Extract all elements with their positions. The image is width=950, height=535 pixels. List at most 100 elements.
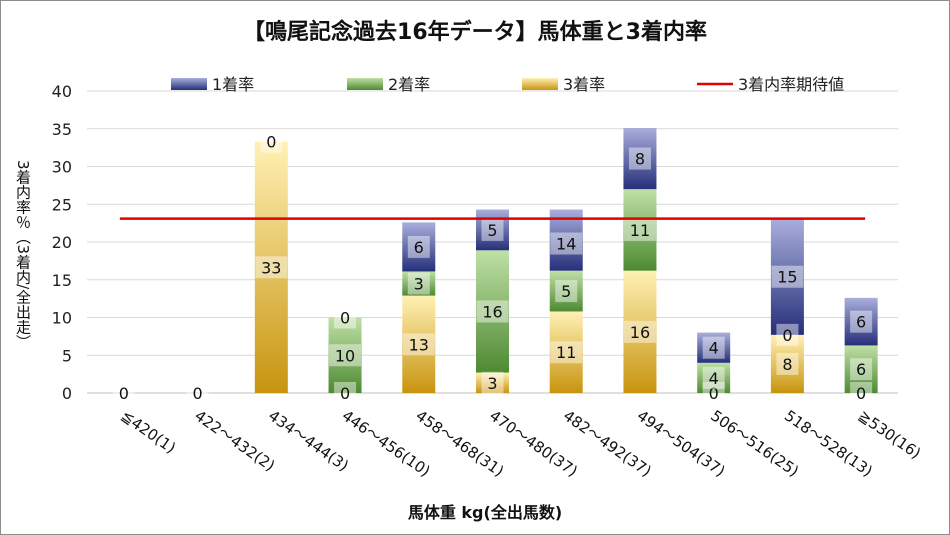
data-label-bg [702,366,725,389]
data-label: 13 [409,335,429,354]
bar-segment [476,250,509,373]
y-tick-label: 20 [52,233,72,252]
data-label-bg [407,235,430,258]
legend-label: 3着率 [563,75,605,94]
data-label-bg [334,306,357,329]
bar-segment [549,270,583,312]
data-label: 16 [630,323,650,342]
bars [254,127,878,393]
bar-segment [476,209,509,251]
data-label: 3 [487,374,497,393]
data-label-bg [555,280,578,303]
data-label: 0 [782,326,792,345]
bar-segment [402,222,436,272]
data-label: 11 [630,221,650,240]
data-label-bg [260,130,283,153]
y-tick-label: 40 [52,82,72,101]
data-label-bg [481,371,504,394]
bar-segment [697,332,731,363]
y-tick-label: 0 [62,384,72,403]
legend-label: 3着内率期待値 [738,75,844,94]
data-label-bg [255,256,288,279]
y-tick-label: 30 [52,158,72,177]
data-label-bg [402,333,435,356]
bar-segment [623,270,657,393]
legend-swatch [522,78,558,90]
data-label-bg [186,382,209,404]
data-label-bg [771,265,804,288]
data-label: 5 [561,282,571,301]
data-label: 0 [266,133,276,152]
bar-segment [623,127,657,190]
x-tick-label: ≧530(16) [855,407,924,463]
legend: 1着率 2着率 3着率 3着内率期待値 [171,75,844,94]
data-label-bg [481,218,504,241]
y-tick-label: 35 [52,120,72,139]
data-label-bg [407,272,430,295]
data-label: 0 [340,309,350,328]
bar-segment [844,297,878,346]
data-label: 6 [414,238,424,257]
data-label-bg [623,218,656,241]
bar-segment [254,141,288,393]
bar-segment [402,271,436,296]
data-label-bg [623,320,656,343]
data-label: 33 [261,258,281,277]
legend-swatch [347,78,383,90]
legend-label: 1着率 [212,75,254,94]
data-label: 6 [856,360,866,379]
data-label: 15 [777,268,797,287]
data-label-bg [702,382,725,404]
data-label: 5 [487,221,497,240]
y-axis-label: 3着内率％（3着内/全出走） [14,160,32,350]
bar-segment [770,218,804,335]
data-label-bg [776,323,799,346]
y-tick-label: 15 [52,271,72,290]
chart-title: 【鳴尾記念過去16年データ】馬体重と3着内率 [243,20,707,45]
bar-segment [549,311,583,393]
data-label: 11 [556,343,576,362]
bar-segment [770,334,804,393]
data-label-bg [476,300,509,323]
x-tick-label: 434～444(3) [265,407,352,475]
data-label: 8 [782,355,792,374]
bar-segment [844,345,878,393]
bar-segment [697,362,731,393]
data-label: 0 [709,384,719,403]
x-tick-labels: ≦420(1) 422～432(2)434～444(3)446～456(10)45… [118,407,925,481]
data-label: 4 [709,369,719,388]
data-label: 14 [556,235,576,254]
data-label-bg [776,352,799,375]
x-axis-label: 馬体重 kg(全出馬数) [407,503,563,522]
data-label-bg [550,341,583,364]
data-label: 4 [709,339,719,358]
data-label-bg [628,147,651,170]
y-tick-label: 10 [52,309,72,328]
data-label: 0 [856,384,866,403]
data-label: 3 [414,275,424,294]
data-label: 0 [340,384,350,403]
data-label: 0 [192,384,202,403]
data-label: 16 [482,302,502,321]
legend-swatch [171,78,207,90]
y-tick-labels: 0 5 10 15 20 25 30 35 40 [52,82,72,403]
bar-segment [476,372,509,393]
data-label-bg [702,336,725,359]
legend-label: 2着率 [388,75,430,94]
data-label-bg [850,382,873,404]
x-tick-label: ≦420(1) [118,407,179,458]
x-tick-label: 422～432(2) [191,407,278,475]
data-label-bg [329,344,362,367]
data-label: 10 [335,346,355,365]
data-label: 8 [635,150,645,169]
y-tick-label: 25 [52,195,72,214]
data-label-bg [850,310,873,333]
data-label: 6 [856,313,866,332]
data-label: 0 [119,384,129,403]
y-tick-label: 5 [62,346,72,365]
data-label-bg [850,358,873,381]
bar-segment [328,317,362,393]
bar-segment [623,189,657,271]
